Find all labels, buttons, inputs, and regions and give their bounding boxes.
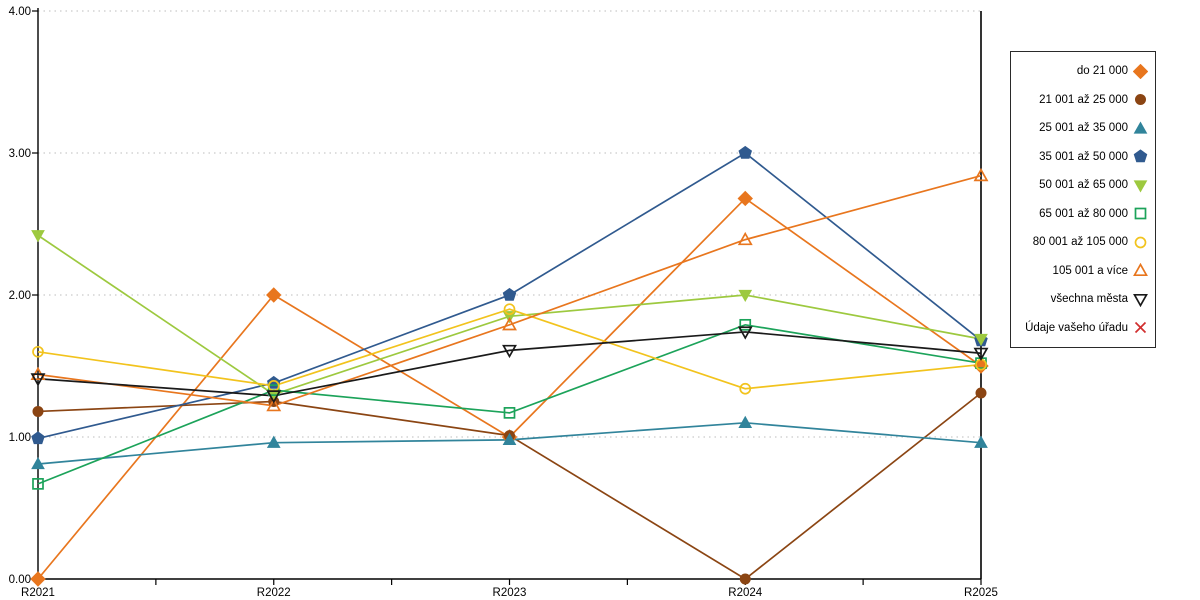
legend-item: Údaje vašeho úřadu bbox=[1016, 320, 1148, 336]
legend-item-label: 80 001 až 105 000 bbox=[1032, 236, 1128, 249]
triangle-down-icon bbox=[738, 289, 753, 303]
legend-marker-triangle-down-icon bbox=[1133, 293, 1148, 307]
legend-marker-circle-icon bbox=[1134, 236, 1147, 249]
triangle-down-icon bbox=[502, 344, 517, 359]
triangle-up-icon bbox=[737, 231, 753, 246]
series-line bbox=[37, 308, 982, 390]
circle-icon bbox=[32, 405, 44, 417]
y-axis-tick-label: 0.00 bbox=[9, 574, 31, 586]
legend-item: 65 001 až 80 000 bbox=[1016, 206, 1148, 222]
triangle-up-icon bbox=[1133, 121, 1148, 134]
series-line bbox=[37, 331, 982, 397]
triangle-down-icon bbox=[737, 326, 753, 340]
legend-item-label: 50 001 až 65 000 bbox=[1039, 179, 1128, 192]
x-axis-tick-label: R2023 bbox=[493, 587, 527, 599]
pentagon-icon bbox=[738, 145, 753, 159]
triangle-down-icon bbox=[266, 390, 282, 404]
circle-icon bbox=[739, 382, 752, 395]
triangle-down-icon bbox=[1133, 293, 1148, 307]
triangle-down-icon bbox=[31, 230, 45, 243]
pentagon-icon bbox=[1133, 149, 1148, 163]
square-icon bbox=[503, 407, 516, 419]
y-axis-tick-label: 2.00 bbox=[9, 290, 31, 302]
square-icon bbox=[739, 318, 752, 331]
y-axis-tick-label: 1.00 bbox=[9, 432, 31, 444]
triangle-up-icon bbox=[502, 432, 517, 446]
legend-item-label: 25 001 až 35 000 bbox=[1039, 122, 1128, 135]
x-axis-tick-label: R2024 bbox=[728, 587, 762, 599]
chart-legend: do 21 000 21 001 až 25 000 25 001 až 35 00… bbox=[1010, 51, 1156, 348]
legend-item-label: do 21 000 bbox=[1076, 65, 1128, 77]
square-icon bbox=[1134, 207, 1147, 220]
y-axis-tick-label: 4.00 bbox=[9, 6, 31, 18]
diamond-icon bbox=[1133, 63, 1148, 79]
legend-item-label: 21 001 až 25 000 bbox=[1039, 93, 1128, 106]
series-lines bbox=[37, 151, 982, 581]
legend-item-label: všechna města bbox=[1050, 293, 1128, 306]
triangle-up-icon bbox=[266, 435, 281, 448]
legend-marker-square-icon bbox=[1134, 207, 1147, 220]
triangle-down-icon bbox=[30, 373, 46, 387]
diamond-icon bbox=[737, 190, 753, 207]
triangle-up-icon bbox=[1133, 263, 1148, 277]
square-icon bbox=[32, 478, 44, 490]
triangle-up-icon bbox=[738, 415, 753, 428]
legend-item-label: Údaje vašeho úřadu bbox=[1025, 321, 1128, 334]
legend-marker-pentagon-icon bbox=[1133, 149, 1148, 163]
legend-item-label: 35 001 až 50 000 bbox=[1039, 150, 1128, 163]
legend-item: 21 001 až 25 000 bbox=[1016, 92, 1148, 108]
legend-item-label: 65 001 až 80 000 bbox=[1039, 207, 1128, 220]
triangle-up-icon bbox=[974, 435, 988, 448]
diamond-icon bbox=[30, 571, 46, 587]
pentagon-icon bbox=[31, 431, 45, 445]
legend-marker-circle-icon bbox=[1135, 94, 1146, 106]
series-line bbox=[37, 392, 982, 581]
triangle-up-icon bbox=[31, 456, 45, 470]
legend-marker-triangle-down-icon bbox=[1133, 180, 1148, 193]
circle-icon bbox=[739, 573, 751, 585]
circle-icon bbox=[503, 303, 516, 316]
triangle-down-icon bbox=[1133, 180, 1148, 193]
series-markers bbox=[30, 145, 989, 587]
series-line bbox=[37, 174, 982, 407]
triangle-down-icon bbox=[974, 333, 988, 347]
triangle-up-icon bbox=[502, 317, 517, 331]
triangle-down-icon bbox=[502, 311, 517, 324]
legend-item: 105 001 a více bbox=[1016, 263, 1148, 279]
legend-item: 50 001 až 65 000 bbox=[1016, 177, 1148, 193]
legend-item-label: 105 001 a více bbox=[1052, 264, 1128, 277]
circle-icon bbox=[1135, 94, 1146, 106]
circle-icon bbox=[1134, 236, 1147, 249]
legend-item: 35 001 až 50 000 bbox=[1016, 149, 1148, 165]
circle-icon bbox=[975, 387, 987, 399]
legend-item: do 21 000 bbox=[1016, 63, 1148, 79]
x-axis-tick-label: R2022 bbox=[257, 587, 291, 599]
y-axis-tick-label: 3.00 bbox=[9, 148, 31, 160]
series-line bbox=[37, 323, 982, 485]
legend-item: všechna města bbox=[1016, 291, 1148, 307]
legend-marker-x-icon bbox=[1134, 322, 1147, 334]
triangle-up-icon bbox=[973, 167, 989, 182]
x-axis-tick-label: R2025 bbox=[964, 587, 998, 599]
legend-marker-triangle-up-icon bbox=[1133, 263, 1148, 277]
triangle-up-icon bbox=[266, 398, 282, 412]
square-icon bbox=[267, 384, 280, 396]
diamond-icon bbox=[266, 287, 282, 303]
x-icon bbox=[1134, 322, 1147, 334]
legend-item: 25 001 až 35 000 bbox=[1016, 120, 1148, 136]
triangle-down-icon bbox=[973, 347, 989, 361]
circle-icon bbox=[32, 345, 44, 358]
legend-marker-diamond-icon bbox=[1133, 63, 1148, 79]
legend-item: 80 001 až 105 000 bbox=[1016, 234, 1148, 250]
legend-marker-triangle-up-icon bbox=[1133, 121, 1148, 134]
x-axis-tick-label: R2021 bbox=[21, 587, 55, 599]
pentagon-icon bbox=[502, 287, 517, 301]
